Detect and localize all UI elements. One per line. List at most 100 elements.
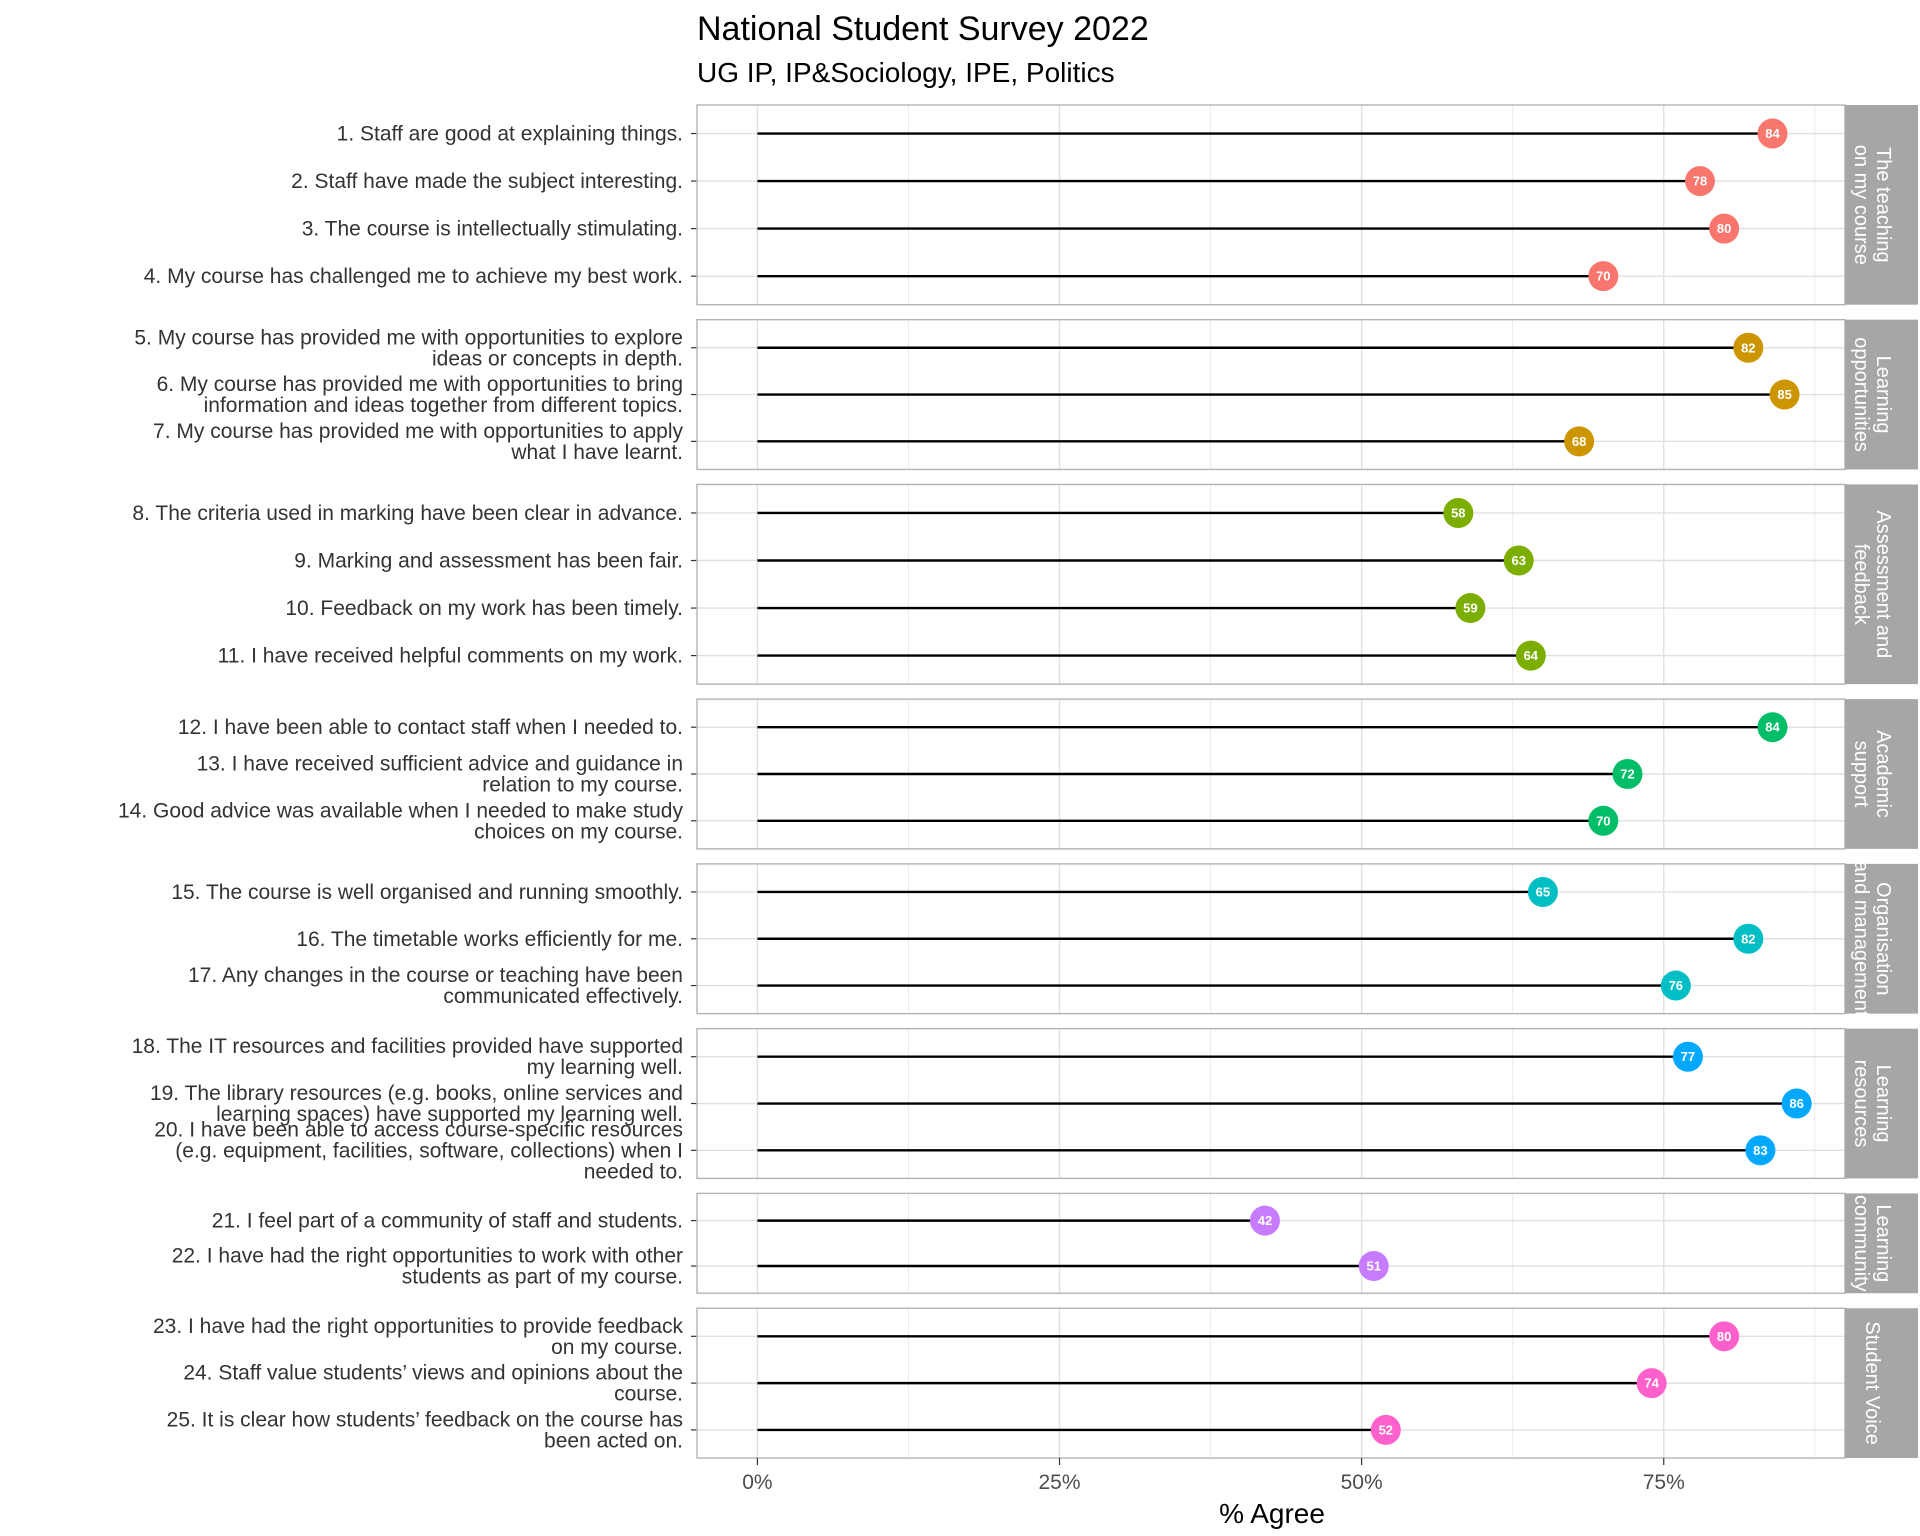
- facet-strip-label: Organisationand management: [1850, 861, 1894, 1017]
- question-label: 24. Staff value students’ views and opin…: [183, 1362, 683, 1406]
- panel-background: [697, 105, 1845, 305]
- lollipop-dot: [1757, 712, 1788, 743]
- lollipop-dot: [1358, 1251, 1389, 1282]
- lollipop-dot: [1672, 1041, 1703, 1072]
- facet-panel: 82 5. My course has provided me with oppo…: [134, 318, 1918, 471]
- lollipop-dot: [1769, 379, 1800, 410]
- question-label: 16. The timetable works efficiently for …: [296, 928, 683, 951]
- lollipop-dot: [1249, 1205, 1280, 1236]
- value-label: 70: [1596, 269, 1610, 284]
- value-label: 52: [1379, 1422, 1393, 1437]
- lollipop-dot: [1515, 640, 1546, 671]
- lollipop-dot: [1733, 923, 1764, 954]
- lollipop-dot: [1612, 759, 1643, 789]
- value-label: 58: [1451, 505, 1465, 520]
- lollipop-dot: [1684, 166, 1715, 197]
- question-label: 23. I have had the right opportunities t…: [153, 1315, 684, 1359]
- question-label: 8. The criteria used in marking have bee…: [132, 502, 683, 525]
- value-label: 78: [1693, 174, 1707, 189]
- lollipop-dot: [1636, 1368, 1667, 1399]
- value-label: 83: [1753, 1143, 1767, 1158]
- question-label: 13. I have received sufficient advice an…: [197, 753, 683, 797]
- lollipop-dot: [1781, 1088, 1812, 1119]
- facet-panel: 84 1. Staff are good at explaining things…: [144, 104, 1918, 306]
- value-label: 85: [1777, 387, 1791, 402]
- value-label: 51: [1366, 1259, 1380, 1274]
- question-label: 10. Feedback on my work has been timely.: [285, 597, 683, 620]
- facet-strip: [1845, 484, 1918, 685]
- facet-strip-label: Student Voice: [1861, 1321, 1883, 1444]
- question-label: 25. It is clear how students’ feedback o…: [167, 1408, 683, 1452]
- question-label: 18. The IT resources and facilities prov…: [132, 1035, 683, 1079]
- facet-strip: [1845, 863, 1918, 1014]
- value-label: 64: [1524, 648, 1539, 663]
- question-label: 1. Staff are good at explaining things.: [337, 123, 683, 146]
- lollipop-dot: [1709, 213, 1740, 244]
- value-label: 86: [1789, 1096, 1803, 1111]
- facet-strip: [1845, 1193, 1918, 1294]
- x-axis-title: % Agree: [1219, 1498, 1325, 1529]
- question-label: 12. I have been able to contact staff wh…: [178, 716, 683, 739]
- facet-panel: 84 12. I have been able to contact staff …: [118, 698, 1918, 850]
- question-label: 11. I have received helpful comments on …: [218, 645, 683, 668]
- panel-background: [697, 484, 1845, 685]
- lollipop-dot: [1588, 261, 1619, 292]
- lollipop-dot: [1527, 876, 1558, 907]
- value-label: 72: [1620, 767, 1634, 782]
- facet-strip-label: Learningcommunity: [1850, 1195, 1894, 1292]
- facet-panel: 42 21. I feel part of a community of staf…: [172, 1192, 1918, 1294]
- lollipop-dot: [1757, 118, 1788, 149]
- lollipop-dot: [1709, 1321, 1740, 1352]
- question-label: 14. Good advice was available when I nee…: [118, 799, 684, 843]
- facet-strip-label: Academicsupport: [1850, 730, 1894, 818]
- value-label: 84: [1765, 720, 1780, 735]
- facet-panel: 65 15. The course is well organised and r…: [171, 861, 1918, 1017]
- x-tick-label: 0%: [742, 1471, 772, 1494]
- value-label: 80: [1717, 1329, 1731, 1344]
- value-label: 74: [1644, 1376, 1659, 1391]
- facet-strip: [1845, 1028, 1918, 1179]
- lollipop-dot: [1733, 332, 1764, 363]
- lollipop-dot: [1503, 545, 1534, 576]
- x-tick-label: 75%: [1643, 1471, 1685, 1494]
- value-label: 59: [1463, 601, 1477, 616]
- question-label: 15. The course is well organised and run…: [171, 881, 683, 904]
- chart-subtitle: UG IP, IP&Sociology, IPE, Politics: [697, 57, 1115, 88]
- lollipop-dot: [1588, 805, 1619, 836]
- lollipop-dot: [1443, 497, 1474, 528]
- facet-strip: [1845, 699, 1918, 849]
- lollipop-dot: [1370, 1414, 1401, 1445]
- question-label: 6. My course has provided me with opport…: [157, 373, 683, 417]
- facet-panel: 77 18. The IT resources and facilities pr…: [132, 1027, 1918, 1183]
- lollipop-dot: [1564, 426, 1595, 457]
- facet-strip: [1845, 105, 1918, 305]
- question-label: 19. The library resources (e.g. books, o…: [150, 1082, 683, 1126]
- facet-strip: [1845, 319, 1918, 470]
- question-label: 22. I have had the right opportunities t…: [172, 1245, 683, 1289]
- lollipop-dot: [1455, 593, 1486, 624]
- value-label: 65: [1536, 884, 1550, 899]
- facet-panels: 84 1. Staff are good at explaining things…: [118, 104, 1918, 1459]
- facet-strip-label: Learningopportunities: [1850, 337, 1894, 452]
- lollipop-dot: [1660, 970, 1691, 1001]
- question-label: 17. Any changes in the course or teachin…: [188, 964, 683, 1008]
- x-tick-label: 50%: [1341, 1471, 1383, 1494]
- question-label: 20. I have been able to access course-sp…: [154, 1118, 683, 1183]
- facet-strip-label: Assessment andfeedback: [1850, 510, 1894, 658]
- value-label: 42: [1258, 1213, 1272, 1228]
- value-label: 70: [1596, 813, 1610, 828]
- question-label: 7. My course has provided me with opport…: [153, 420, 683, 464]
- facet-strip: [1845, 1308, 1918, 1458]
- question-label: 5. My course has provided me with opport…: [134, 326, 683, 370]
- facet-strip-label: Learningresources: [1850, 1060, 1894, 1148]
- lollipop-dot: [1745, 1135, 1776, 1166]
- facet-strip-label: The teachingon my course: [1850, 145, 1894, 265]
- question-label: 4. My course has challenged me to achiev…: [144, 265, 683, 288]
- question-label: 3. The course is intellectually stimulat…: [302, 218, 683, 241]
- value-label: 63: [1511, 553, 1525, 568]
- facet-panel: 80 23. I have had the right opportunities…: [153, 1307, 1918, 1459]
- chart-title: National Student Survey 2022: [697, 10, 1149, 48]
- facet-panel: 58 8. The criteria used in marking have b…: [132, 483, 1918, 685]
- question-label: 21. I feel part of a community of staff …: [212, 1210, 683, 1233]
